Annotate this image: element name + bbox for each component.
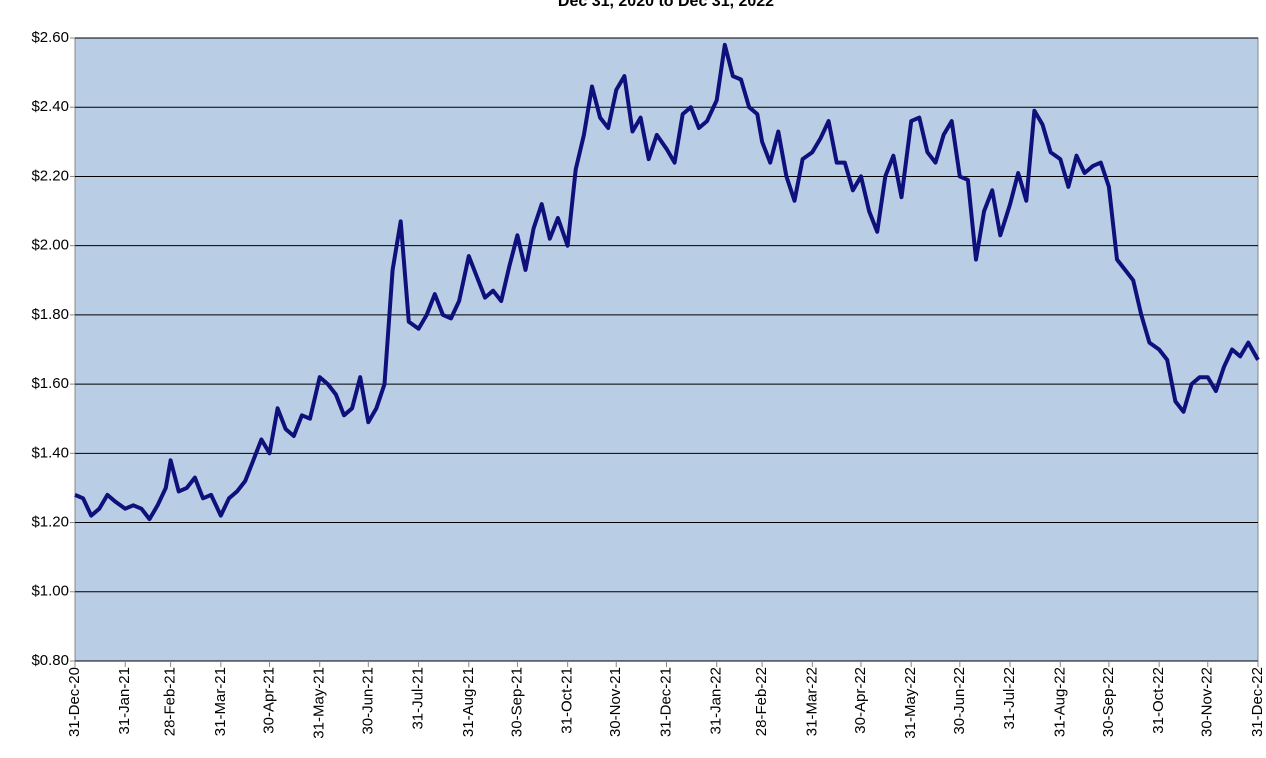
- x-tick-label: 30-Nov-21: [607, 667, 624, 737]
- x-tick-label: 30-Apr-22: [852, 667, 869, 734]
- y-tick-label: $1.80: [31, 306, 69, 323]
- y-tick-label: $2.00: [31, 237, 69, 254]
- x-tick-label: 31-May-22: [902, 667, 919, 739]
- y-tick-label: $1.20: [31, 514, 69, 531]
- y-tick-label: $1.40: [31, 444, 69, 461]
- y-tick-label: $2.40: [31, 98, 69, 115]
- y-tick-label: $2.60: [31, 29, 69, 46]
- x-tick-label: 30-Jun-21: [359, 667, 376, 735]
- chart-title: Dec 31, 2020 to Dec 31, 2022: [558, 0, 774, 10]
- plot-area: [74, 37, 1259, 662]
- x-tick-label: 31-Jul-21: [410, 667, 427, 730]
- x-tick-label: 31-Jul-22: [1001, 667, 1018, 730]
- x-tick-label: 31-Mar-21: [212, 667, 229, 736]
- x-tick-label: 31-Dec-20: [66, 667, 83, 737]
- x-tick-label: 30-Jun-22: [951, 667, 968, 735]
- x-tick-label: 31-Dec-22: [1249, 667, 1266, 737]
- x-tick-label: 31-Aug-21: [460, 667, 477, 737]
- y-tick-label: $0.80: [31, 652, 69, 669]
- x-tick-label: 31-Jan-21: [116, 667, 133, 735]
- x-tick-label: 28-Feb-21: [162, 667, 179, 736]
- x-tick-label: 31-Oct-21: [559, 667, 576, 734]
- x-tick-label: 31-Dec-21: [657, 667, 674, 737]
- y-tick-label: $1.60: [31, 375, 69, 392]
- x-tick-label: 31-May-21: [311, 667, 328, 739]
- x-tick-label: 30-Sep-22: [1100, 667, 1117, 737]
- price-line: [74, 42, 1260, 522]
- x-tick-label: 31-Mar-22: [803, 667, 820, 736]
- x-tick-label: 31-Jan-22: [708, 667, 725, 735]
- x-tick-label: 31-Aug-22: [1051, 667, 1068, 737]
- x-tick-label: 28-Feb-22: [753, 667, 770, 736]
- y-tick-label: $2.20: [31, 167, 69, 184]
- x-tick-label: 31-Oct-22: [1150, 667, 1167, 734]
- x-tick-label: 30-Sep-21: [508, 667, 525, 737]
- y-tick-label: $1.00: [31, 583, 69, 600]
- x-tick-label: 30-Nov-22: [1199, 667, 1216, 737]
- x-tick-label: 30-Apr-21: [260, 667, 277, 734]
